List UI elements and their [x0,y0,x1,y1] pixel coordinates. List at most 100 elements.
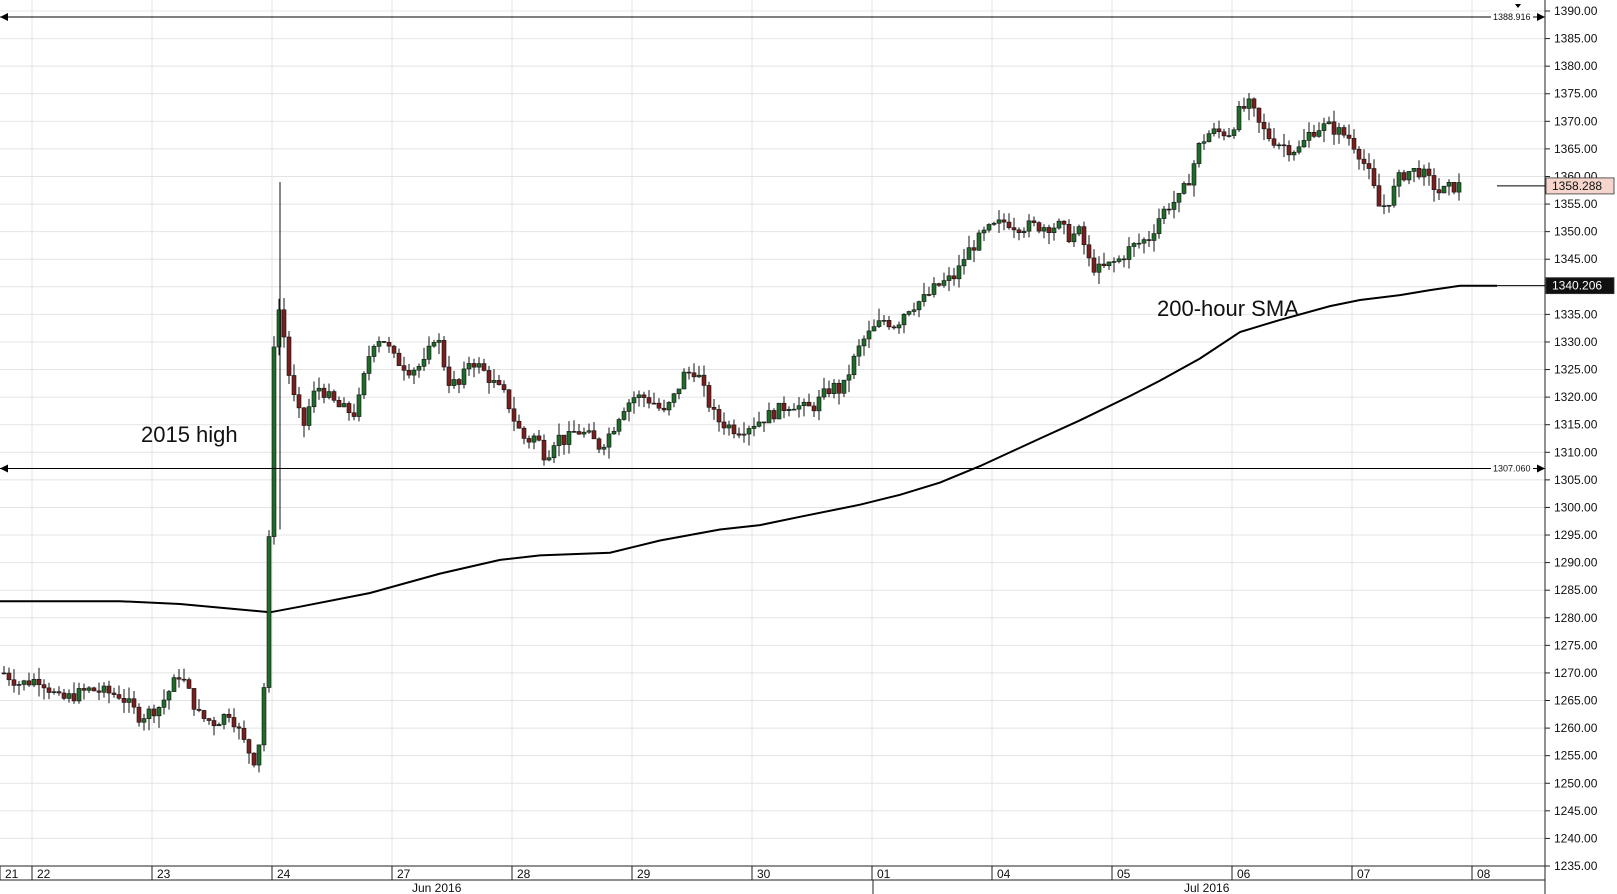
y-tick-label: 1240.00 [1554,831,1598,845]
candle-body [146,708,152,719]
candle-body [1206,133,1212,143]
candle-body [631,397,637,404]
price-tag-label: 1340.206 [1552,279,1602,293]
candle-body [1361,158,1367,164]
candle-body [896,324,902,329]
arrow-left-icon [0,464,8,473]
candle-body [1326,121,1332,125]
candle-body [796,405,802,410]
day-label: 06 [1237,867,1251,881]
candle-body [961,259,967,267]
candle-body [856,345,862,357]
y-tick-label: 1385.00 [1554,32,1598,46]
x-axis: 21 22 23 24 27 28 29 30 01 04 05 06 07 08 Jun 2016 Jul … [0,865,1545,894]
candle-body [1251,98,1257,109]
candle-body [641,394,647,398]
candle-body [31,679,37,686]
candle-body [221,714,227,725]
candle-body [751,426,757,429]
candle-body [1451,181,1457,193]
candle-body [71,693,77,702]
candle-body [876,320,882,327]
candle-body [141,718,147,723]
candle-body [1046,227,1052,234]
y-tick-label: 1380.00 [1554,59,1598,73]
candle-body [956,265,962,280]
candle-body [591,430,597,440]
candle-body [1406,171,1412,181]
candle-body [681,371,687,390]
y-tick-label: 1355.00 [1554,197,1598,211]
candle-body [406,370,412,376]
grid-lines [0,10,1545,867]
candle-body [336,400,342,408]
y-tick-label: 1260.00 [1554,721,1598,735]
candle-body [261,687,267,746]
price-tag-bg [1545,277,1615,295]
candle-body [6,672,12,681]
candle-body [1221,131,1227,137]
candle-body [586,430,592,433]
candle-body [726,424,732,429]
candle-body [511,408,517,422]
horizontal-lines: 1388.916 1307.060 [0,4,1545,474]
candle-body [816,396,822,412]
candle-body [846,374,852,381]
candle-body [11,679,17,686]
candle-body [1211,128,1217,134]
candle-body [476,363,482,368]
candle-body [1446,181,1452,187]
candle-body [1421,168,1427,178]
candle-body [521,427,527,439]
candle-body [331,391,337,401]
day-label: 27 [397,867,411,881]
candle-body [1081,226,1087,246]
candle-body [1331,121,1337,135]
candle-body [1301,140,1307,148]
candle-body [536,435,542,441]
candle-body [1276,144,1282,147]
candle-body [1286,145,1292,156]
candle-body [346,403,352,414]
price-tags: 1358.288 1340.206 [1497,177,1615,295]
candle-body [111,692,117,695]
candle-body [256,744,262,766]
y-tick-label: 1300.00 [1554,500,1598,514]
candle-body [866,330,872,340]
candle-body [746,428,752,435]
candle-body [151,708,157,717]
day-label: 21 [5,867,19,881]
candle-body [1086,244,1092,259]
candle-body [341,403,347,408]
y-tick-label: 1305.00 [1554,473,1598,487]
candle-body [1126,246,1132,260]
candle-body [46,687,52,693]
y-tick-label: 1310.00 [1554,445,1598,459]
candle-body [661,407,667,411]
candle-body [1181,183,1187,194]
candle-body [411,369,417,376]
day-label: 30 [757,867,771,881]
candle-body [121,698,127,703]
candle-body [781,402,787,411]
candle-body [1366,163,1372,169]
candle-body [556,434,562,446]
candle-body [1096,263,1102,273]
candle-body [551,445,557,459]
y-tick-label: 1255.00 [1554,749,1598,763]
candle-body [416,366,422,371]
candle-body [1076,226,1082,235]
candle-body [16,684,22,686]
candle-body [1176,193,1182,203]
candle-body [561,434,567,445]
day-label: 24 [277,867,291,881]
candle-body [931,283,937,295]
candle-body [1426,168,1432,176]
candle-body [501,384,507,391]
y-tick-label: 1295.00 [1554,528,1598,542]
candle-body [976,232,982,251]
y-tick-label: 1375.00 [1554,87,1598,101]
candle-body [911,309,917,312]
candle-body [451,379,457,386]
